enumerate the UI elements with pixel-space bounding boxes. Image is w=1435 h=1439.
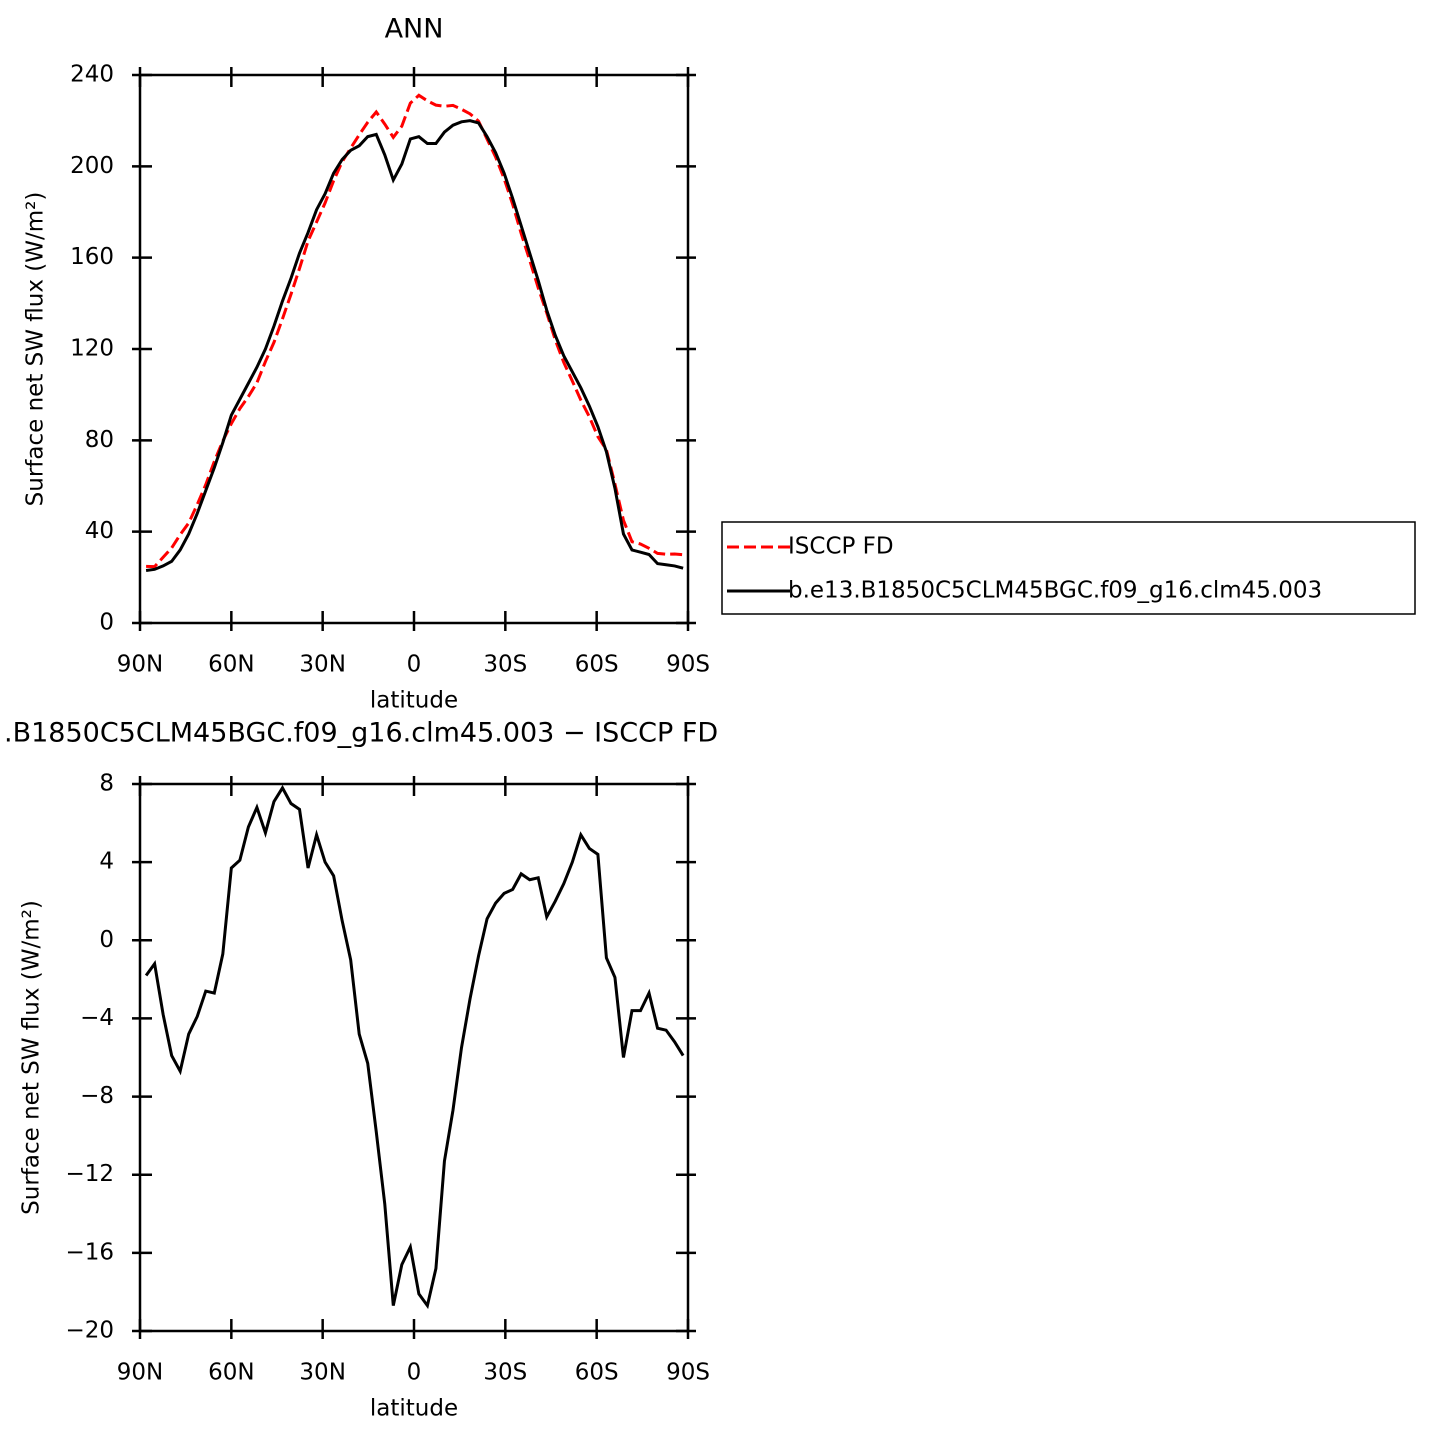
x-tick-label: 90N: [117, 652, 163, 678]
x-axis-label: latitude: [370, 1396, 458, 1422]
y-tick-label: 8: [99, 771, 114, 797]
x-tick-label: 60S: [575, 1360, 619, 1386]
data-line: [144, 784, 685, 1310]
y-tick-label: −16: [65, 1239, 114, 1265]
legend-label: ISCCP FD: [788, 534, 894, 560]
x-tick-label: 90S: [666, 1360, 710, 1386]
x-tick-label: 90N: [117, 1360, 163, 1386]
y-tick-label: 4: [99, 849, 114, 875]
y-tick-label: 160: [70, 244, 114, 270]
y-axis-label: Surface net SW flux (W/m²): [19, 900, 45, 1215]
y-tick-label: −12: [65, 1161, 114, 1187]
x-tick-label: 0: [407, 1360, 422, 1386]
chart-title: .B1850C5CLM45BGC.f09_g16.clm45.003 − ISC…: [4, 718, 718, 749]
data-line: [146, 93, 684, 569]
y-tick-label: 40: [85, 518, 114, 544]
x-tick-label: 0: [407, 652, 422, 678]
data-line: [145, 119, 684, 572]
plot-frame: [138, 782, 690, 1333]
x-tick-label: 30N: [299, 652, 345, 678]
y-tick-label: −20: [65, 1318, 114, 1344]
x-tick-label: 60N: [208, 652, 254, 678]
chart-title: ANN: [385, 14, 444, 45]
y-axis-label: Surface net SW flux (W/m²): [23, 192, 49, 507]
y-tick-label: 200: [70, 153, 114, 179]
x-tick-label: 30S: [483, 652, 527, 678]
legend-box: [721, 521, 1416, 615]
y-tick-label: 80: [85, 427, 114, 453]
plot-frame: [138, 73, 690, 625]
x-tick-label: 90S: [666, 652, 710, 678]
y-tick-label: −8: [80, 1083, 114, 1109]
x-tick-label: 60S: [575, 652, 619, 678]
y-tick-label: 120: [70, 336, 114, 362]
y-tick-label: 0: [99, 927, 114, 953]
y-tick-label: −4: [80, 1005, 114, 1031]
y-tick-label: 0: [99, 610, 114, 636]
x-tick-label: 60N: [208, 1360, 254, 1386]
x-tick-label: 30N: [299, 1360, 345, 1386]
x-axis-label: latitude: [370, 688, 458, 714]
x-tick-label: 30S: [483, 1360, 527, 1386]
legend-label: b.e13.B1850C5CLM45BGC.f09_g16.clm45.003: [788, 578, 1322, 604]
y-tick-label: 240: [70, 62, 114, 88]
